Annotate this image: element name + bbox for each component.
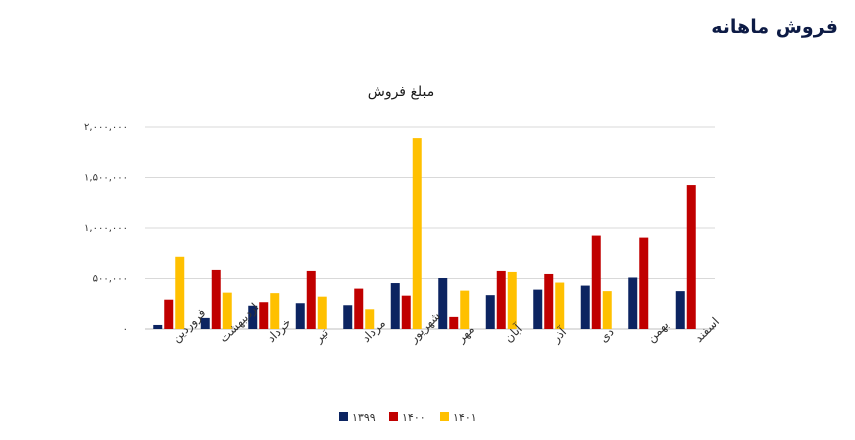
- bars: [153, 138, 696, 329]
- y-tick-label: ۲,۰۰۰,۰۰۰: [84, 122, 128, 133]
- legend: ۱۳۹۹ ۱۴۰۰ ۱۴۰۱: [339, 411, 477, 424]
- bar-3-3: [270, 293, 280, 329]
- bar-2-11: [639, 237, 649, 329]
- y-tick-label: ۱,۰۰۰,۰۰۰: [84, 223, 128, 234]
- bar-2-10: [591, 235, 601, 329]
- bar-2-12: [686, 185, 696, 329]
- y-axis: ۰ ۵۰۰,۰۰۰ ۱,۰۰۰,۰۰۰ ۱,۵۰۰,۰۰۰ ۲,۰۰۰,۰۰۰: [84, 122, 128, 335]
- bar-3-8: [507, 271, 517, 329]
- bar-1-12: [675, 291, 685, 329]
- x-tick-label: شهریور: [406, 309, 444, 347]
- bar-1-9: [533, 289, 543, 329]
- bar-1-11: [628, 277, 638, 329]
- bar-2-3: [259, 302, 269, 329]
- bar-1-4: [295, 303, 305, 329]
- legend-swatch: [389, 412, 398, 421]
- bar-3-5: [365, 309, 375, 329]
- bar-3-10: [602, 291, 612, 329]
- y-tick-label: ۱,۵۰۰,۰۰۰: [84, 173, 128, 184]
- bar-2-7: [449, 316, 459, 329]
- legend-swatch: [339, 412, 348, 421]
- legend-label: ۱۴۰۱: [453, 411, 477, 424]
- bar-3-2: [222, 292, 232, 329]
- bar-3-6: [412, 138, 422, 329]
- bar-2-5: [354, 288, 364, 329]
- x-tick-label: اسفند: [691, 314, 722, 345]
- bar-1-1: [153, 324, 163, 329]
- bar-2-2: [211, 269, 221, 329]
- bar-3-9: [555, 282, 565, 329]
- bar-1-8: [485, 295, 495, 329]
- page-title: فروش ماهانه: [711, 16, 838, 38]
- legend-label: ۱۴۰۰: [402, 411, 426, 424]
- bar-1-5: [343, 305, 353, 329]
- bar-2-4: [306, 270, 316, 329]
- chart-title: مبلغ فروش: [368, 84, 435, 100]
- legend-swatch: [440, 412, 449, 421]
- bar-2-1: [164, 299, 174, 329]
- bar-1-3: [248, 305, 258, 329]
- bar-1-10: [580, 285, 590, 329]
- bar-2-6: [401, 295, 411, 329]
- bar-3-1: [175, 256, 185, 329]
- x-tick-label: خرداد: [264, 315, 294, 345]
- bar-1-6: [390, 283, 400, 329]
- bar-3-4: [317, 296, 327, 329]
- gridlines: [145, 126, 715, 330]
- x-tick-label: مرداد: [359, 316, 389, 346]
- y-tick-label: ۵۰۰,۰۰۰: [93, 274, 128, 285]
- bar-2-8: [496, 270, 506, 329]
- bar-1-2: [200, 317, 210, 329]
- bar-3-7: [460, 290, 470, 329]
- y-tick-label: ۰: [123, 324, 128, 335]
- bar-2-9: [544, 273, 554, 329]
- legend-label: ۱۳۹۹: [352, 411, 376, 424]
- bar-1-7: [438, 277, 448, 329]
